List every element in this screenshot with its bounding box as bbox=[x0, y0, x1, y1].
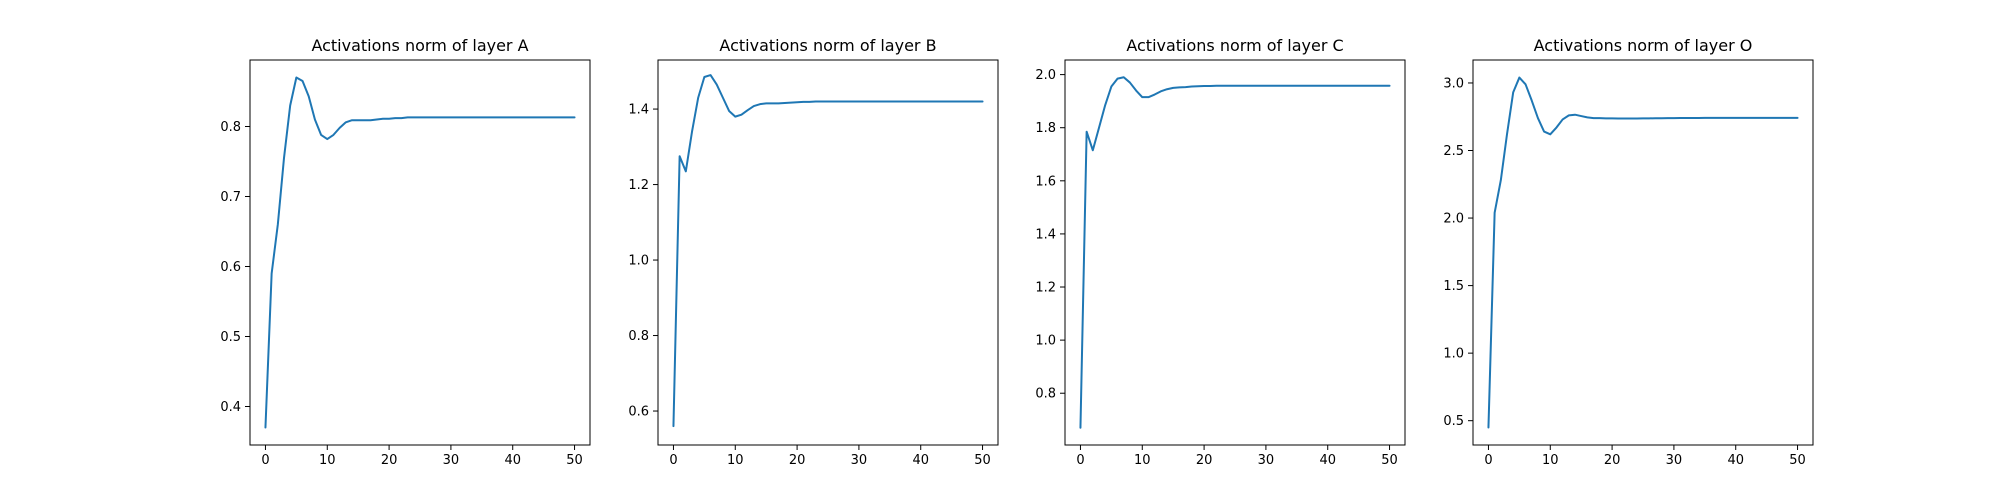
x-tick-label: 50 bbox=[566, 453, 583, 468]
axes-frame bbox=[657, 59, 999, 446]
panel-title: Activations norm of layer B bbox=[719, 36, 936, 55]
y-tick-label: 3.0 bbox=[1443, 76, 1464, 91]
x-tick-label: 50 bbox=[1381, 453, 1398, 468]
x-tick-label: 0 bbox=[261, 453, 269, 468]
y-tick-label: 1.0 bbox=[1035, 334, 1056, 349]
y-tick-label: 1.2 bbox=[1035, 281, 1056, 296]
y-tick-label: 1.0 bbox=[628, 254, 649, 269]
x-tick-label: 50 bbox=[1789, 453, 1806, 468]
x-tick-label: 40 bbox=[1319, 453, 1336, 468]
x-tick-label: 10 bbox=[727, 453, 744, 468]
y-tick-label: 0.7 bbox=[220, 190, 241, 205]
y-tick-label: 0.6 bbox=[220, 260, 241, 275]
x-tick-label: 20 bbox=[381, 453, 398, 468]
y-tick-label: 2.0 bbox=[1443, 212, 1464, 227]
x-tick-label: 30 bbox=[851, 453, 868, 468]
panel-title: Activations norm of layer O bbox=[1534, 36, 1753, 55]
series-line bbox=[1487, 76, 1799, 429]
x-tick-label: 0 bbox=[1484, 453, 1492, 468]
y-tick-label: 1.6 bbox=[1035, 174, 1056, 189]
y-tick-label: 0.6 bbox=[628, 405, 649, 420]
axes-frame bbox=[1472, 59, 1814, 446]
y-tick-label: 0.8 bbox=[628, 329, 649, 344]
x-tick-label: 40 bbox=[504, 453, 521, 468]
panel-3: Activations norm of layer C 0 10 20 30 40 50 0.… bbox=[1035, 36, 1406, 468]
series-line bbox=[1079, 76, 1391, 429]
panel-title: Activations norm of layer C bbox=[1126, 36, 1343, 55]
y-tick-label: 1.0 bbox=[1443, 347, 1464, 362]
y-tick-label: 2.5 bbox=[1443, 144, 1464, 159]
y-tick-label: 0.8 bbox=[1035, 387, 1056, 402]
x-tick-label: 40 bbox=[912, 453, 929, 468]
y-tick-label: 1.4 bbox=[628, 103, 649, 118]
x-tick-label: 50 bbox=[974, 453, 991, 468]
panel-2: Activations norm of layer B 0 10 20 30 40 50 0.… bbox=[628, 36, 999, 468]
panel-4: Activations norm of layer O 0 10 20 30 40 50 0.… bbox=[1443, 36, 1814, 468]
series-line bbox=[672, 74, 984, 428]
axes-frame bbox=[1064, 59, 1406, 446]
x-tick-label: 40 bbox=[1727, 453, 1744, 468]
y-tick-label: 2.0 bbox=[1035, 68, 1056, 83]
panel-1: Activations norm of layer A 0 10 20 30 40 50 0.… bbox=[220, 36, 591, 468]
x-tick-label: 20 bbox=[789, 453, 806, 468]
axes-frame bbox=[249, 59, 591, 446]
y-tick-label: 0.4 bbox=[220, 400, 241, 415]
x-tick-label: 30 bbox=[1666, 453, 1683, 468]
x-tick-label: 10 bbox=[1134, 453, 1151, 468]
y-tick-label: 1.5 bbox=[1443, 279, 1464, 294]
x-tick-label: 20 bbox=[1196, 453, 1213, 468]
y-tick-label: 1.4 bbox=[1035, 227, 1056, 242]
panel-title: Activations norm of layer A bbox=[311, 36, 528, 55]
x-tick-label: 30 bbox=[1258, 453, 1275, 468]
x-tick-label: 0 bbox=[1076, 453, 1084, 468]
series-line bbox=[264, 76, 576, 429]
x-tick-label: 30 bbox=[443, 453, 460, 468]
y-tick-label: 0.8 bbox=[220, 120, 241, 135]
x-tick-label: 0 bbox=[669, 453, 677, 468]
x-tick-label: 10 bbox=[319, 453, 336, 468]
y-tick-label: 0.5 bbox=[220, 330, 241, 345]
x-tick-label: 20 bbox=[1604, 453, 1621, 468]
y-tick-label: 1.8 bbox=[1035, 121, 1056, 136]
y-tick-label: 1.2 bbox=[628, 178, 649, 193]
x-tick-label: 10 bbox=[1542, 453, 1559, 468]
y-tick-label: 0.5 bbox=[1443, 414, 1464, 429]
